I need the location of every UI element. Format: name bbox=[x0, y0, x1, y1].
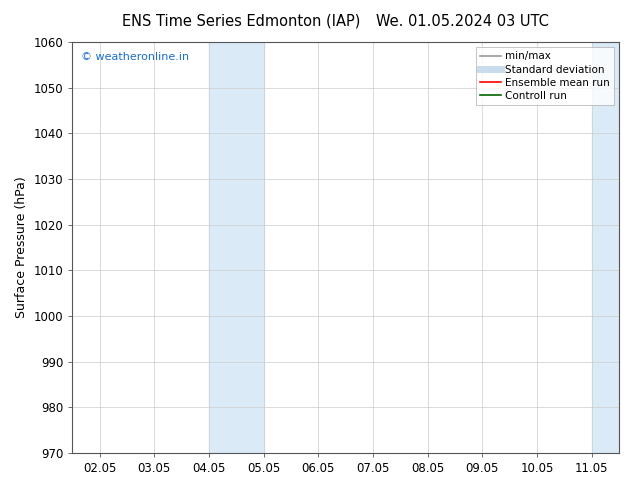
Bar bbox=[209, 42, 264, 453]
Bar bbox=[592, 42, 619, 453]
Text: © weatheronline.in: © weatheronline.in bbox=[81, 52, 189, 62]
Text: We. 01.05.2024 03 UTC: We. 01.05.2024 03 UTC bbox=[377, 14, 549, 29]
Y-axis label: Surface Pressure (hPa): Surface Pressure (hPa) bbox=[15, 176, 28, 318]
Legend: min/max, Standard deviation, Ensemble mean run, Controll run: min/max, Standard deviation, Ensemble me… bbox=[476, 47, 614, 105]
Text: ENS Time Series Edmonton (IAP): ENS Time Series Edmonton (IAP) bbox=[122, 14, 360, 29]
